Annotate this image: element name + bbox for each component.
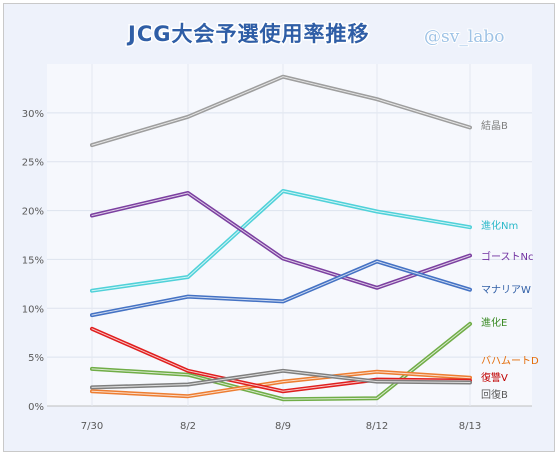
y-tick-label: 10% [22, 304, 44, 315]
y-tick-label: 30% [22, 109, 44, 120]
x-tick-label: 8/2 [180, 421, 196, 432]
y-axis-ticks: 0% 5% 10% 15% 20% 25% 30% [22, 109, 44, 413]
series-line-highlight [91, 76, 471, 146]
series-line-highlight [91, 370, 471, 388]
series-line [90, 259, 472, 318]
series-label: 復讐V [481, 371, 508, 384]
y-tick-label: 5% [28, 353, 44, 364]
plot-area [47, 64, 532, 406]
series-label: ゴーストNc [481, 250, 533, 263]
series-label: 進化Nm [481, 219, 518, 232]
watermark-text: @sv_labo [424, 27, 505, 47]
series-line [90, 189, 472, 293]
series-line [90, 368, 472, 390]
series-line-highlight [91, 260, 471, 316]
series-line [90, 369, 472, 399]
series-line-highlight [91, 371, 471, 397]
series-line-highlight [91, 190, 471, 292]
x-axis-ticks: 7/30 8/2 8/9 8/12 8/13 [81, 421, 481, 432]
series-label: 回復B [481, 388, 508, 401]
y-tick-label: 20% [22, 207, 44, 218]
series-lines [90, 74, 472, 402]
x-tick-label: 8/13 [459, 421, 481, 432]
series-labels: 結晶B 進化Nm ゴーストNc マナリアW 進化E バハムートD 復讐V 回復B [481, 119, 539, 401]
series-label: 結晶B [481, 119, 508, 132]
y-tick-label: 15% [22, 255, 44, 266]
series-line [90, 191, 472, 290]
series-label: マナリアW [481, 284, 531, 296]
chart-title: JCG大会予選使用率推移 [126, 22, 369, 46]
x-tick-label: 7/30 [81, 421, 103, 432]
series-label: バハムートD [481, 355, 539, 367]
chart-frame: 0% 5% 10% 15% 20% 25% 30% 7/30 8/2 8/9 8/12 8/13 結… [3, 3, 555, 452]
x-tick-label: 8/9 [275, 421, 291, 432]
series-line-highlight [91, 192, 471, 289]
series-label: 進化E [481, 316, 507, 329]
y-tick-label: 25% [22, 158, 44, 169]
x-tick-label: 8/12 [366, 421, 388, 432]
y-tick-label: 0% [28, 402, 44, 413]
series-line [90, 74, 472, 148]
line-chart: 0% 5% 10% 15% 20% 25% 30% 7/30 8/2 8/9 8/12 8/13 結… [22, 21, 539, 433]
